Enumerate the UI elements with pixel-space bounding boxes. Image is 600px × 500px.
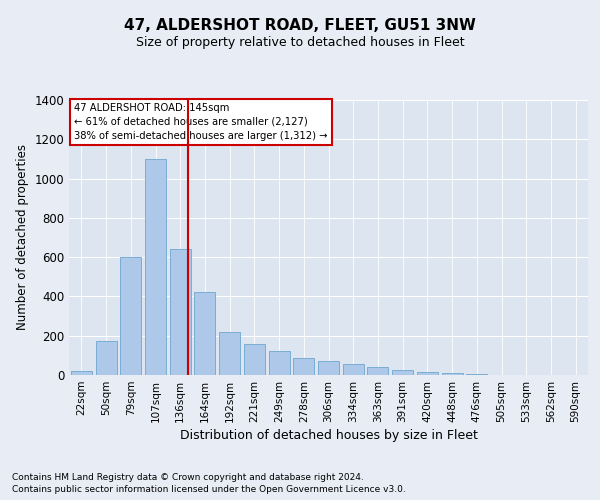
Bar xyxy=(293,358,314,375)
Bar xyxy=(269,352,290,375)
Bar xyxy=(244,344,265,375)
Bar xyxy=(343,364,364,375)
Bar xyxy=(120,257,141,375)
Text: 47, ALDERSHOT ROAD, FLEET, GU51 3NW: 47, ALDERSHOT ROAD, FLEET, GU51 3NW xyxy=(124,18,476,32)
Text: 47 ALDERSHOT ROAD: 145sqm
← 61% of detached houses are smaller (2,127)
38% of se: 47 ALDERSHOT ROAD: 145sqm ← 61% of detac… xyxy=(74,103,328,141)
Bar xyxy=(71,370,92,375)
Bar xyxy=(367,367,388,375)
Bar xyxy=(170,250,191,375)
Bar xyxy=(442,374,463,375)
Bar xyxy=(466,374,487,375)
Bar xyxy=(95,340,116,375)
Bar xyxy=(318,361,339,375)
Bar xyxy=(392,370,413,375)
X-axis label: Distribution of detached houses by size in Fleet: Distribution of detached houses by size … xyxy=(179,429,478,442)
Bar xyxy=(194,292,215,375)
Bar xyxy=(219,332,240,375)
Y-axis label: Number of detached properties: Number of detached properties xyxy=(16,144,29,330)
Text: Size of property relative to detached houses in Fleet: Size of property relative to detached ho… xyxy=(136,36,464,49)
Bar xyxy=(145,159,166,375)
Bar xyxy=(417,372,438,375)
Text: Contains public sector information licensed under the Open Government Licence v3: Contains public sector information licen… xyxy=(12,485,406,494)
Text: Contains HM Land Registry data © Crown copyright and database right 2024.: Contains HM Land Registry data © Crown c… xyxy=(12,472,364,482)
